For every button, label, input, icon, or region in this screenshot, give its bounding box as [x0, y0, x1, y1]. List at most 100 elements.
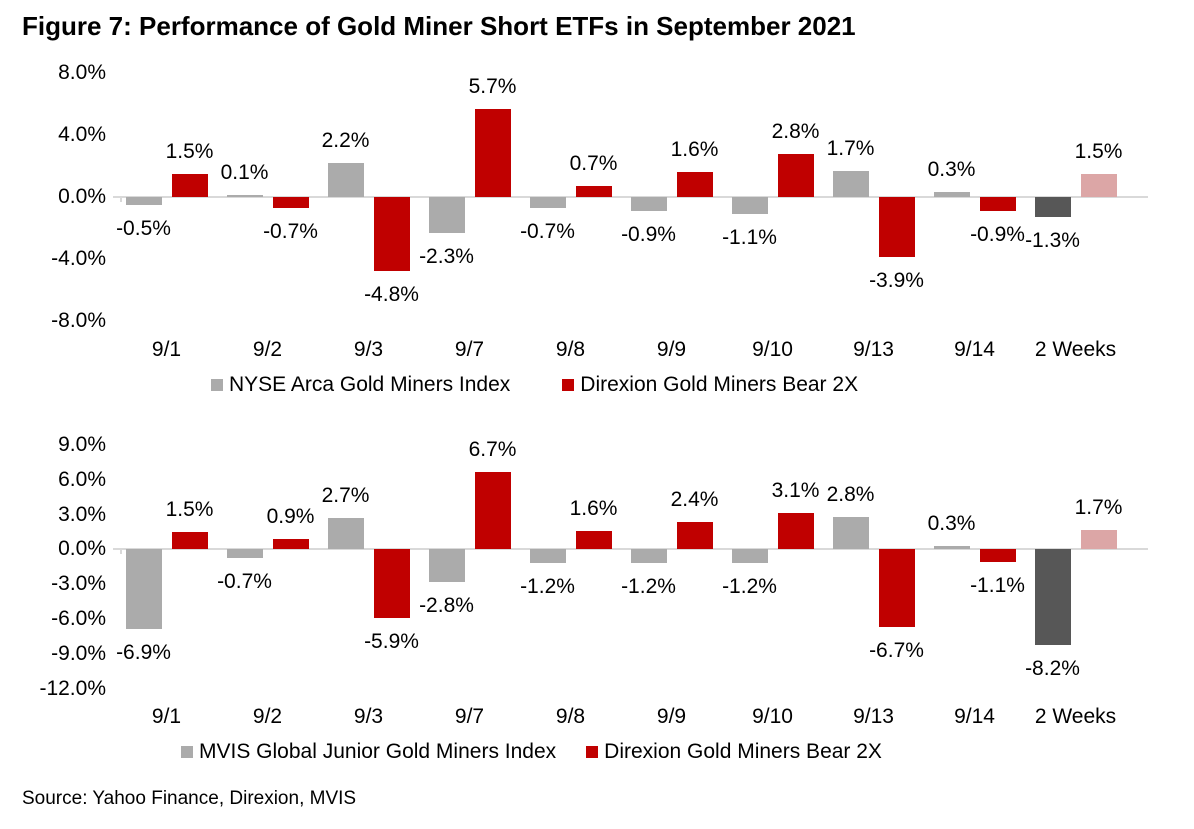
bar-value-label: 1.5% [165, 498, 214, 521]
bar-value-label: -6.7% [869, 639, 924, 663]
bar-index-series [1034, 197, 1071, 218]
bar-index-series [125, 549, 162, 630]
bar-value-label: -1.1% [722, 226, 777, 250]
y-axis-tick-label: -12.0% [39, 676, 106, 700]
bar-bear2x-series [373, 549, 410, 618]
category-label: 9/10 [752, 338, 793, 361]
bar-bear2x-series [171, 173, 208, 197]
legend-series-label: NYSE Arca Gold Miners Index [229, 373, 511, 396]
bar-index-series [428, 197, 465, 233]
bar-value-label: 3.1% [771, 479, 820, 503]
bar-value-label: -5.9% [364, 629, 419, 653]
legend-item: NYSE Arca Gold Miners Index [211, 373, 510, 397]
bar-bear2x-series [979, 197, 1016, 211]
figure-title: Figure 7: Performance of Gold Miner Shor… [22, 11, 856, 41]
category-label: 9/7 [454, 705, 485, 728]
bar-value-label: 0.9% [266, 504, 315, 528]
bar-index-series [428, 549, 465, 582]
y-axis-tick-label: 4.0% [58, 123, 106, 146]
y-axis-tick-label: 0.0% [58, 185, 106, 208]
bar-value-label: 2.7% [321, 484, 370, 508]
bar-value-label: 1.5% [165, 139, 214, 163]
category-label: 9/10 [752, 705, 793, 728]
bar-value-label: 5.7% [468, 74, 517, 98]
bar-value-label: 1.7% [1074, 495, 1123, 519]
category-label: 9/8 [555, 338, 586, 361]
y-axis-tick-label: 9.0% [58, 433, 106, 456]
bar-value-label: -1.2% [722, 575, 777, 599]
y-axis-tick-label: 6.0% [58, 467, 106, 491]
bar-index-series [1034, 549, 1071, 645]
bar-value-label: 1.6% [670, 138, 719, 162]
y-axis-tick-label: 8.0% [58, 61, 106, 84]
bar-index-series [630, 197, 667, 211]
bar-value-label: -3.9% [869, 269, 924, 293]
legend: MVIS Global Junior Gold Miners Index Dire… [181, 740, 882, 764]
source-note: Source: Yahoo Finance, Direxion, MVIS [22, 788, 357, 809]
bar-value-label: -1.3% [1025, 229, 1080, 253]
bar-bear2x-series [676, 172, 713, 197]
legend-swatch [211, 379, 223, 391]
y-axis-tick-label: 3.0% [58, 502, 106, 526]
legend-series-label: MVIS Global Junior Gold Miners Index [199, 740, 557, 763]
bar-value-label: 1.6% [569, 496, 618, 520]
y-axis-tick-label: -4.0% [51, 247, 106, 270]
bar-index-series [529, 197, 566, 208]
category-label: 9/9 [656, 338, 687, 361]
legend-swatch [586, 746, 599, 758]
bar-value-label: -0.5% [116, 216, 171, 240]
legend-swatch [181, 746, 193, 758]
chart-gdxj-vs-dust: 9.0% 6.0% 3.0% 0.0% -3.0% -6.0% -9.0% -12.0% -6.… [0, 425, 1194, 777]
bar-index-series [529, 549, 566, 564]
bar-value-label: 1.5% [1074, 139, 1123, 163]
category-label: 2 Weeks [1034, 705, 1117, 728]
bar-bear2x-series [171, 532, 208, 550]
category-label: 9/13 [853, 705, 894, 728]
bar-index-series [327, 518, 364, 550]
category-label: 9/9 [656, 705, 687, 728]
bar-value-label: -0.9% [970, 222, 1025, 246]
bar-bear2x-series [474, 108, 511, 197]
y-axis-tick-label: 0.0% [58, 537, 106, 561]
bar-value-label: -4.8% [364, 283, 419, 307]
category-label: 9/13 [853, 338, 894, 361]
bar-value-label: -8.2% [1025, 656, 1080, 680]
bar-index-series [731, 197, 768, 215]
category-label: 2 Weeks [1034, 338, 1117, 361]
bar-value-label: -1.1% [970, 574, 1025, 598]
category-label: 9/14 [954, 338, 995, 361]
bar-bear2x-series [575, 530, 612, 550]
bar-index-series [832, 170, 869, 197]
bar-value-label: -2.3% [419, 244, 474, 268]
axis-tick-mark [120, 198, 122, 202]
category-label: 9/2 [252, 338, 283, 361]
bar-value-label: 6.7% [468, 437, 517, 461]
bar-bear2x-series [575, 186, 612, 197]
y-axis-tick-label: -6.0% [51, 607, 106, 630]
legend-item: Direxion Gold Miners Bear 2X [562, 373, 858, 397]
bar-value-label: -0.7% [263, 219, 318, 243]
legend-swatch [562, 379, 575, 391]
bar-value-label: 2.2% [321, 128, 370, 152]
bar-bear2x-series [1080, 173, 1117, 197]
category-label: 9/7 [454, 338, 485, 361]
bar-bear2x-series [272, 538, 309, 550]
bar-value-label: -2.8% [419, 593, 474, 617]
bar-value-label: 2.8% [771, 119, 820, 143]
y-axis-tick-label: -3.0% [51, 572, 106, 596]
bar-bear2x-series [878, 197, 915, 258]
bar-index-series [933, 192, 970, 197]
bar-bear2x-series [272, 197, 309, 208]
axis-tick-mark [120, 550, 122, 555]
bar-bear2x-series [676, 521, 713, 550]
category-label: 9/8 [555, 705, 586, 728]
bar-index-series [226, 195, 263, 197]
bar-value-label: 0.1% [220, 161, 269, 185]
bar-bear2x-series [777, 513, 814, 550]
bar-index-series [933, 545, 970, 550]
bar-value-label: -0.7% [217, 569, 272, 593]
legend-item: MVIS Global Junior Gold Miners Index [181, 740, 556, 764]
bar-bear2x-series [1080, 529, 1117, 550]
bar-index-series [125, 197, 162, 205]
